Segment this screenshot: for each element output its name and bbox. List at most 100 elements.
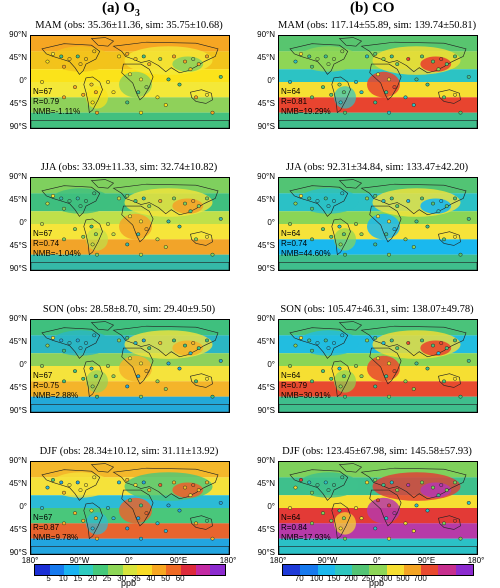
coastline (289, 327, 349, 359)
station-marker (182, 59, 188, 64)
station-marker (210, 394, 215, 399)
lon-label: 90°E (417, 556, 436, 565)
field-blob (86, 512, 108, 535)
coastline (438, 515, 461, 530)
station-marker (210, 110, 215, 115)
lat-label: 0° (267, 502, 275, 511)
station-marker (177, 82, 182, 87)
coastline (438, 89, 461, 104)
station-marker (204, 196, 210, 201)
station-marker (144, 227, 149, 231)
station-marker (406, 199, 411, 203)
station-marker (89, 508, 94, 513)
station-marker (326, 62, 331, 66)
lat-label: 45°S (9, 99, 27, 108)
coastline (289, 185, 349, 217)
coastline (121, 347, 154, 385)
station-marker (320, 227, 326, 231)
colorbar-tick: 60 (175, 574, 185, 583)
lon-label: 180° (269, 556, 287, 565)
station-marker (406, 341, 411, 345)
station-marker (45, 201, 50, 206)
station-marker (177, 224, 182, 229)
lat-label: 90°S (9, 264, 27, 273)
station-marker (111, 374, 116, 379)
station-marker (419, 480, 425, 485)
panel-title: SON (obs: 105.47±46.31, sim: 138.07±49.7… (280, 304, 474, 315)
colorbar-swatch (455, 565, 473, 575)
colorbar-tick: 200 (344, 574, 358, 583)
station-marker (50, 52, 56, 56)
coastline (331, 502, 351, 540)
coastline (31, 120, 229, 128)
stats-text: N=67 R=0.79 NMB=-1.11% (33, 87, 80, 117)
station-marker (392, 85, 397, 89)
lat-label: 0° (19, 76, 27, 85)
lat-label: 90°S (9, 406, 27, 415)
station-marker (83, 483, 89, 487)
station-marker (315, 199, 320, 203)
lat-label: 0° (267, 360, 275, 369)
station-marker (425, 508, 430, 513)
station-marker (381, 57, 386, 61)
coastline (41, 469, 101, 501)
station-marker (72, 85, 78, 89)
coastline (338, 463, 363, 473)
station-marker (329, 518, 334, 523)
stats-r: R=0.87 (33, 523, 60, 532)
colorbar-unit: ppb (121, 578, 137, 588)
station-marker (466, 501, 471, 505)
panel-title: MAM (obs: 117.14±55.89, sim: 139.74±50.8… (278, 20, 477, 31)
colorbar-tick: 250 (361, 574, 376, 583)
station-marker (331, 341, 337, 345)
field-band (279, 97, 477, 113)
station-marker (430, 59, 436, 64)
station-marker (89, 82, 94, 87)
station-marker (323, 338, 328, 343)
station-marker (373, 336, 378, 340)
colorbar-swatch (421, 565, 439, 575)
station-marker (94, 110, 100, 115)
panel-title: JJA (obs: 92.31±34.84, sim: 133.47±42.20… (285, 162, 469, 173)
station-marker (138, 503, 144, 508)
station-marker (204, 338, 210, 343)
station-marker (171, 338, 177, 343)
station-marker (67, 483, 72, 487)
coastline (190, 89, 213, 104)
stats-text: N=67 R=0.74 NMB=-1.04% (33, 229, 81, 259)
station-marker (373, 100, 378, 105)
station-marker (105, 222, 111, 226)
station-marker (125, 242, 130, 247)
station-marker (323, 54, 328, 59)
stats-r: R=0.79 (33, 97, 60, 106)
station-marker (39, 222, 45, 226)
lon-label: 180° (219, 556, 237, 565)
station-marker (138, 110, 144, 115)
station-marker (111, 90, 116, 95)
station-marker (436, 209, 441, 214)
station-marker (125, 52, 130, 56)
station-marker (338, 100, 343, 105)
station-marker (182, 485, 188, 490)
station-marker (375, 214, 381, 219)
station-marker (337, 82, 342, 87)
coastline (369, 489, 402, 527)
field-blob (50, 188, 111, 214)
station-marker (94, 252, 100, 257)
station-marker (389, 480, 394, 485)
station-marker (395, 62, 400, 66)
station-marker (403, 379, 408, 384)
station-marker (419, 54, 425, 59)
lon-label: 90°W (317, 556, 338, 565)
station-marker (406, 57, 411, 61)
station-marker (337, 366, 342, 371)
map-panel (30, 319, 230, 413)
field-blob (172, 56, 204, 72)
station-marker (125, 526, 130, 531)
station-marker (466, 217, 471, 221)
station-marker (392, 511, 397, 515)
station-marker (452, 480, 458, 485)
station-marker (133, 199, 138, 203)
map-panel (278, 461, 478, 555)
station-marker (171, 54, 177, 59)
